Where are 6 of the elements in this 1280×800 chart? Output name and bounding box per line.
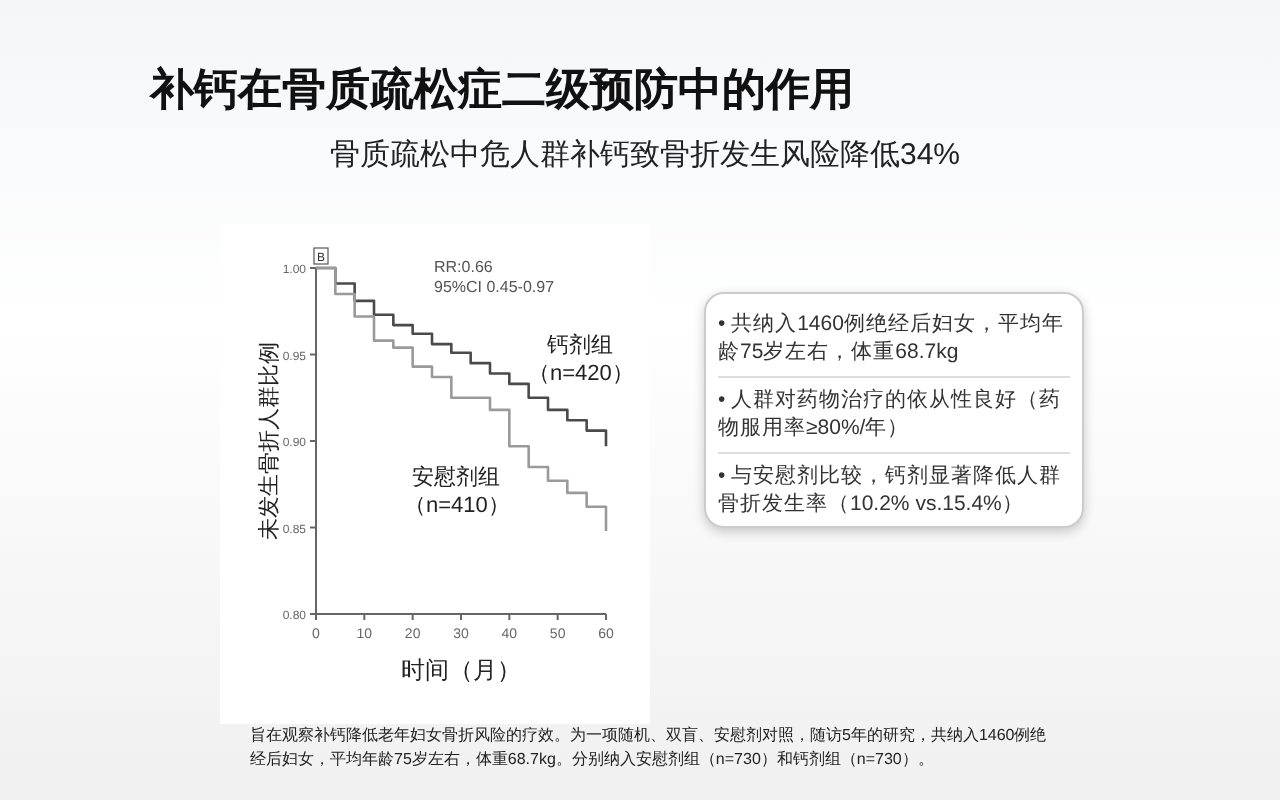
y-axis-title: 未发生骨折人群比例 [256, 342, 282, 540]
x-axis-title: 时间（月） [401, 656, 521, 684]
subtitle: 骨质疏松中危人群补钙致骨折发生风险降低34% [330, 136, 961, 174]
annotation: 95%CI 0.45-0.97 [434, 278, 556, 296]
title: 补钙在骨质疏松症二级预防中的作用 [150, 62, 854, 120]
annotation: RR:0.66 [434, 258, 494, 276]
